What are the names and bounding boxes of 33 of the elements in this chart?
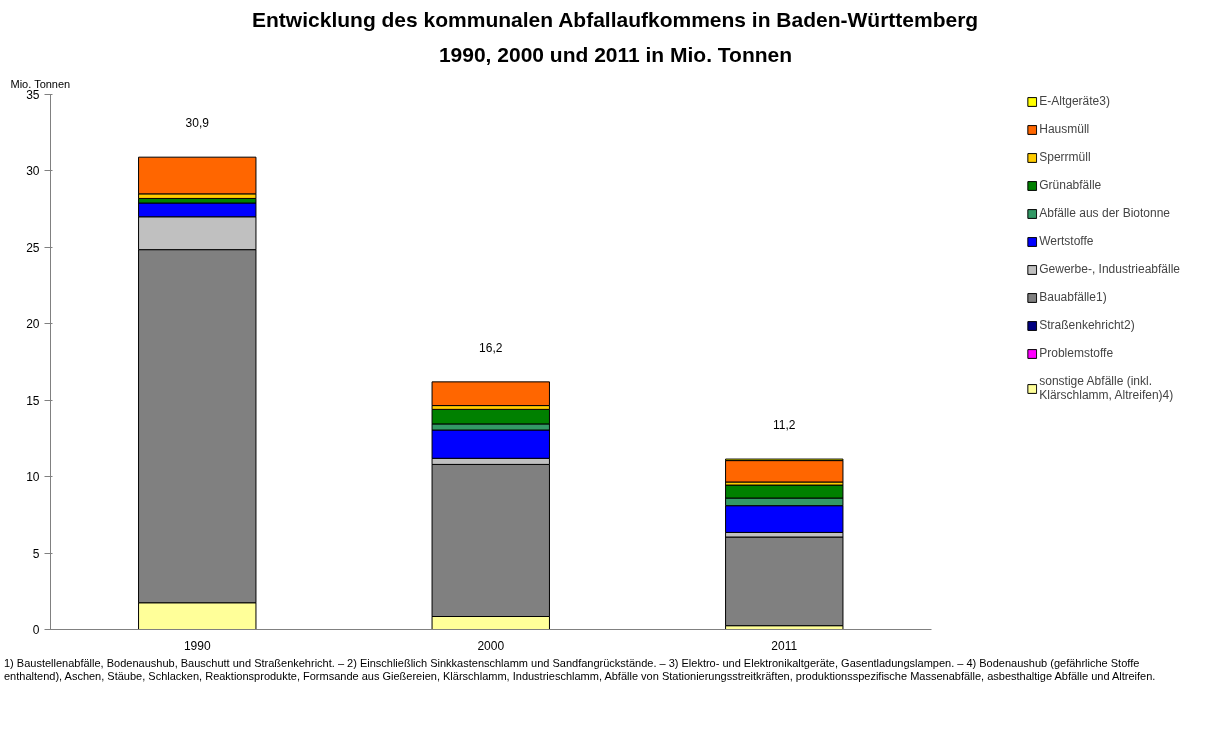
chart-subtitle: 1990, 2000 und 2011 in Mio. Tonnen xyxy=(438,42,793,66)
legend-label: sonstige Abfälle (inkl. Klärschlamm, Altreifen)4) xyxy=(1039,374,1174,402)
chart-title: Entwicklung des kommunalen Abfallaufkommens in Baden-Württemberg xyxy=(252,7,979,31)
legend-label: Wertstoffe xyxy=(1039,234,1094,248)
bar xyxy=(725,460,844,483)
legend-label: Hausmüll xyxy=(1039,122,1090,136)
bar xyxy=(431,381,550,407)
total-label: 11,2 xyxy=(773,418,796,433)
legend-label: Gewerbe-, Industrieabfälle xyxy=(1039,262,1180,276)
legend-label: Bauabfälle1) xyxy=(1039,290,1107,304)
legend-label: Abfälle aus der Biotonne xyxy=(1039,206,1171,220)
y-axis-title: Mio. Tonnen xyxy=(10,77,71,90)
x-tick-label: 2000 xyxy=(477,638,505,653)
total-label: 16,2 xyxy=(479,340,503,355)
y-tick-label: 5 xyxy=(32,546,40,561)
total-label: 30,9 xyxy=(185,116,210,131)
y-tick-label: 0 xyxy=(32,623,40,637)
legend-label: Straßenkehricht2) xyxy=(1039,318,1135,332)
legend-label: Problemstoffe xyxy=(1039,346,1114,360)
y-tick-label: 35 xyxy=(26,88,40,102)
y-tick-label: 15 xyxy=(26,393,40,408)
text: 1) Baustellenabfälle, Bodenaushub, Bauschutt und Straßenkehricht. – 2) Einschließlich Sinkkastenschlamm und Sandfangrückstände. – 3) Elektro- und Elektronikaltgeräte, Gasentladungslampen. – 4) Bodenaushub (gefährliche Stoffe enthaltend), Aschen, Stäube, Schlacken, Reaktionsprodukte, Formsande aus Gießereien, Klärschlamm, Industrieschlamm, Abfälle von Stationierungsstreitkräften, produktionsspezifische Massenabfälle, asbesthaltige Abfälle und Altreifen. xyxy=(4,657,1157,683)
y-tick-label: 30 xyxy=(26,164,40,179)
y-tick-label: 10 xyxy=(26,470,40,485)
x-tick-label: 1990 xyxy=(183,638,211,653)
bar xyxy=(725,536,844,627)
legend-label: E-Altgeräte3) xyxy=(1039,94,1110,108)
y-tick-label: 20 xyxy=(26,317,40,332)
x-tick-label: 2011 xyxy=(771,638,798,653)
legend-label: Sperrmüll xyxy=(1039,150,1091,164)
legend-label: Grünabfälle xyxy=(1039,178,1102,192)
y-tick-label: 25 xyxy=(26,240,40,255)
bar xyxy=(138,156,257,195)
